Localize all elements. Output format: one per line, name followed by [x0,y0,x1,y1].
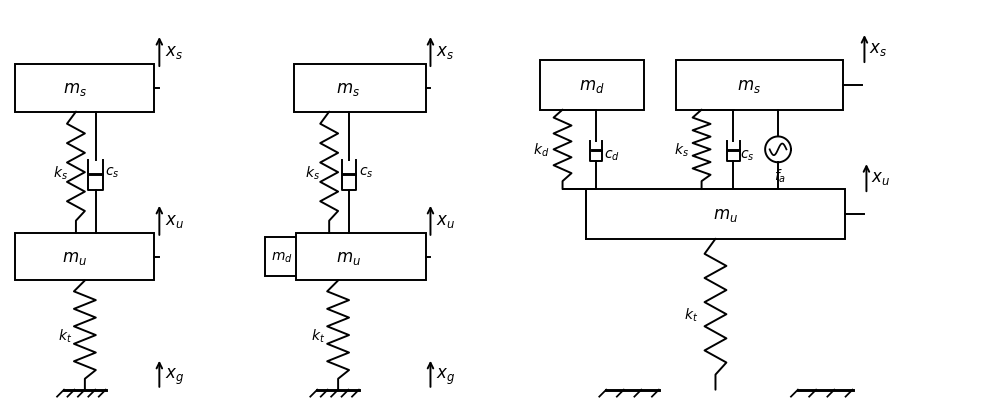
Text: $m_s$: $m_s$ [737,77,760,95]
Text: $x_s$: $x_s$ [436,43,454,61]
Text: $c_s$: $c_s$ [105,166,120,180]
Bar [675,61,842,110]
Text: $m_u$: $m_u$ [63,248,87,266]
Bar [296,233,425,281]
Text: $x_u$: $x_u$ [436,211,455,229]
Text: $m_d$: $m_d$ [579,77,604,95]
Text: $c_s$: $c_s$ [358,166,373,180]
Text: $x_u$: $x_u$ [871,169,890,187]
Text: $m_d$: $m_d$ [270,250,292,264]
Text: $k_d$: $k_d$ [532,141,549,159]
Text: $x_g$: $x_g$ [436,366,455,386]
Text: $k_t$: $k_t$ [311,326,325,344]
Text: $m_s$: $m_s$ [336,79,360,97]
Text: $k_t$: $k_t$ [683,306,697,323]
Bar [264,237,302,277]
Text: $k_s$: $k_s$ [304,164,319,181]
Bar [585,190,844,239]
Text: $k_s$: $k_s$ [674,141,689,159]
Bar [539,61,643,110]
Text: $x_g$: $x_g$ [165,366,184,386]
Text: $x_u$: $x_u$ [165,211,184,229]
Text: $c_d$: $c_d$ [603,148,619,162]
Text: $k_t$: $k_t$ [58,326,72,344]
Text: $x_s$: $x_s$ [165,43,183,61]
Text: $c_s$: $c_s$ [740,148,753,162]
Bar [294,65,425,112]
Text: $m_u$: $m_u$ [712,205,738,223]
Text: $m_s$: $m_s$ [63,79,86,97]
Text: $f_a$: $f_a$ [773,167,785,184]
Bar [15,65,154,112]
Text: $m_u$: $m_u$ [335,248,360,266]
Text: $k_s$: $k_s$ [53,164,68,181]
Text: $x_s$: $x_s$ [869,40,887,58]
Bar [15,233,154,281]
